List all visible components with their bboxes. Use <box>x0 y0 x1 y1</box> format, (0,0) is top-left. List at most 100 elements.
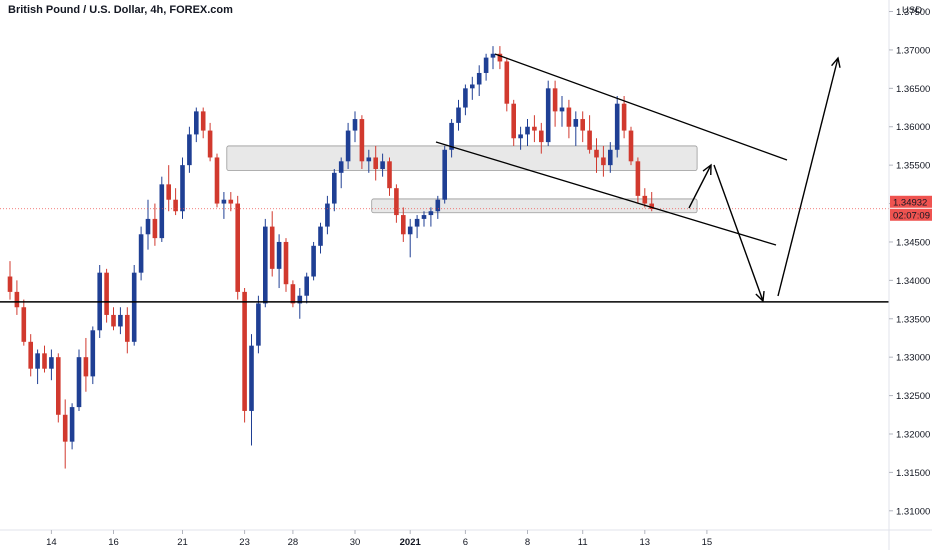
candle-body[interactable] <box>366 157 372 162</box>
zone-box-2[interactable] <box>371 198 698 214</box>
candle-body[interactable] <box>359 119 365 162</box>
candle-body[interactable] <box>387 161 392 189</box>
candle-body[interactable] <box>180 165 185 212</box>
candle-body[interactable] <box>194 111 199 135</box>
candle-body[interactable] <box>28 341 33 369</box>
candle-body[interactable] <box>345 130 351 162</box>
candle-body[interactable] <box>407 226 413 235</box>
candle-body[interactable] <box>235 203 240 292</box>
candle-body[interactable] <box>304 276 309 296</box>
candle-body[interactable] <box>621 103 627 131</box>
candle-body[interactable] <box>594 149 599 158</box>
candle-body[interactable] <box>559 107 565 112</box>
candle-body[interactable] <box>152 218 158 239</box>
candle-body[interactable] <box>69 407 75 442</box>
candle-body[interactable] <box>21 307 27 342</box>
candle-body[interactable] <box>635 161 641 196</box>
candle-body[interactable] <box>649 203 654 209</box>
candle-body[interactable] <box>187 134 192 166</box>
candle-body[interactable] <box>483 57 489 73</box>
candle-body[interactable] <box>200 111 206 131</box>
candle-body[interactable] <box>614 103 620 150</box>
candle-body[interactable] <box>276 241 282 269</box>
candle-body[interactable] <box>539 130 544 143</box>
candle-body[interactable] <box>463 88 468 108</box>
candle-body[interactable] <box>76 357 82 408</box>
candle-body[interactable] <box>104 272 109 315</box>
candle-body[interactable] <box>456 107 461 123</box>
candle-body[interactable] <box>580 119 585 131</box>
arrow-up-large[interactable] <box>777 57 839 297</box>
candle-body[interactable] <box>221 199 227 204</box>
candle-body[interactable] <box>497 53 503 62</box>
candle-body[interactable] <box>518 134 523 139</box>
candle-body[interactable] <box>601 157 606 166</box>
candle-body[interactable] <box>573 119 579 127</box>
candle-body[interactable] <box>373 157 378 169</box>
candle-body[interactable] <box>442 149 447 200</box>
candle-body[interactable] <box>111 314 116 327</box>
candle-body[interactable] <box>435 199 441 212</box>
candle-body[interactable] <box>332 172 337 204</box>
candle-body[interactable] <box>283 241 289 285</box>
candle-body[interactable] <box>173 199 178 212</box>
candle-body[interactable] <box>297 295 303 304</box>
candle-body[interactable] <box>380 161 385 169</box>
candle-body[interactable] <box>159 184 165 239</box>
candle-body[interactable] <box>449 122 454 150</box>
candle-body[interactable] <box>35 353 40 369</box>
candle-body[interactable] <box>228 199 234 204</box>
candle-body[interactable] <box>145 218 151 235</box>
candle-body[interactable] <box>166 184 171 200</box>
candle-body[interactable] <box>290 284 296 304</box>
candle-body[interactable] <box>428 211 434 216</box>
arrow-down[interactable] <box>713 164 764 302</box>
candle-body[interactable] <box>608 149 613 166</box>
candle-body[interactable] <box>269 226 275 269</box>
candle-body[interactable] <box>352 119 358 131</box>
candle-body[interactable] <box>566 107 572 127</box>
candle-body[interactable] <box>56 357 61 415</box>
candle-body[interactable] <box>394 188 399 216</box>
channel-lower-line[interactable] <box>435 141 777 246</box>
candle-body[interactable] <box>214 157 220 204</box>
candle-body[interactable] <box>476 72 482 85</box>
candle-body[interactable] <box>242 291 247 411</box>
candle-body[interactable] <box>504 61 510 104</box>
candle-body[interactable] <box>628 130 634 162</box>
candle-body[interactable] <box>83 357 89 377</box>
candle-body[interactable] <box>401 215 406 235</box>
candle-body[interactable] <box>414 218 420 227</box>
candle-body[interactable] <box>470 84 475 89</box>
candle-body[interactable] <box>311 245 316 277</box>
zone-box-1[interactable] <box>226 145 698 171</box>
candle-body[interactable] <box>14 291 20 308</box>
candle-body[interactable] <box>138 234 144 273</box>
candle-body[interactable] <box>125 314 130 342</box>
candle-body[interactable] <box>325 203 330 227</box>
candle-body[interactable] <box>525 126 530 135</box>
candle-body[interactable] <box>256 303 261 346</box>
arrow-up-small[interactable] <box>688 164 712 209</box>
candle-body[interactable] <box>587 130 592 150</box>
candle-body[interactable] <box>545 88 551 143</box>
candle-body[interactable] <box>318 226 323 246</box>
candle-body[interactable] <box>532 126 537 131</box>
candle-body[interactable] <box>49 357 54 369</box>
candle-body[interactable] <box>90 330 96 377</box>
candle-body[interactable] <box>338 161 344 173</box>
candle-body[interactable] <box>207 130 213 158</box>
candle-body[interactable] <box>131 272 137 342</box>
candle-body[interactable] <box>511 103 516 139</box>
candle-body[interactable] <box>249 345 254 411</box>
candle-body[interactable] <box>62 414 68 442</box>
candle-body[interactable] <box>642 195 648 204</box>
candle-body[interactable] <box>42 353 47 369</box>
candle-body[interactable] <box>118 314 123 327</box>
candle-body[interactable] <box>263 226 268 304</box>
candle-body[interactable] <box>490 53 496 58</box>
channel-upper-line[interactable] <box>494 53 788 161</box>
candle-body[interactable] <box>552 88 558 112</box>
